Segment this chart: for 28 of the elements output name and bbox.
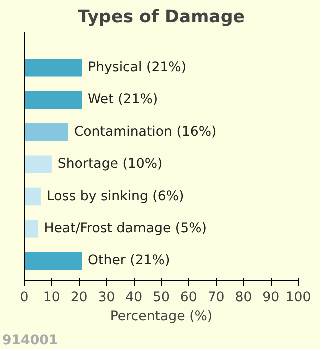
text: 914001 bbox=[2, 334, 58, 348]
bar bbox=[24, 220, 38, 238]
x-axis-title: Percentage (%) bbox=[110, 310, 213, 324]
chart-title: Types of Damage bbox=[78, 8, 246, 28]
bar bbox=[24, 188, 41, 206]
data-label: Contamination (16%) bbox=[74, 124, 217, 140]
bar bbox=[24, 123, 68, 142]
x-tick-label: 40 bbox=[126, 290, 143, 306]
data-label: Heat/Frost damage (5%) bbox=[44, 221, 207, 236]
data-label: Physical (21%) bbox=[88, 60, 187, 76]
data-label: Shortage (10%) bbox=[58, 157, 163, 172]
x-tick-label: 10 bbox=[43, 290, 60, 306]
x-tick-label: 70 bbox=[208, 290, 225, 306]
x-tick-label: 30 bbox=[98, 290, 116, 306]
data-label: Loss by sinking (6%) bbox=[46, 189, 184, 204]
x-tick-label: 80 bbox=[235, 290, 252, 306]
x-tick-label: 100 bbox=[286, 290, 312, 306]
x-tick-label: 60 bbox=[180, 290, 198, 306]
x-tick-label: 0 bbox=[20, 290, 29, 306]
bar bbox=[24, 91, 82, 109]
bar bbox=[24, 252, 82, 270]
data-label: Wet (21%) bbox=[88, 92, 158, 108]
x-tick-label: 20 bbox=[70, 290, 88, 306]
x-tick-label: 90 bbox=[262, 290, 280, 306]
data-label: Other (21%) bbox=[88, 254, 170, 269]
x-tick-label: 50 bbox=[153, 290, 170, 306]
bar bbox=[24, 59, 82, 77]
bar bbox=[24, 156, 52, 174]
